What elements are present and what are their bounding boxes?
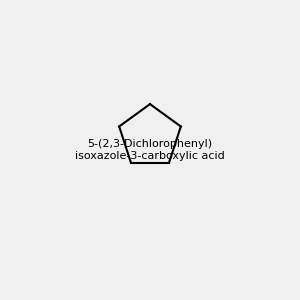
Text: 5-(2,3-Dichlorophenyl)
isoxazole-3-carboxylic acid: 5-(2,3-Dichlorophenyl) isoxazole-3-carbo… — [75, 139, 225, 161]
